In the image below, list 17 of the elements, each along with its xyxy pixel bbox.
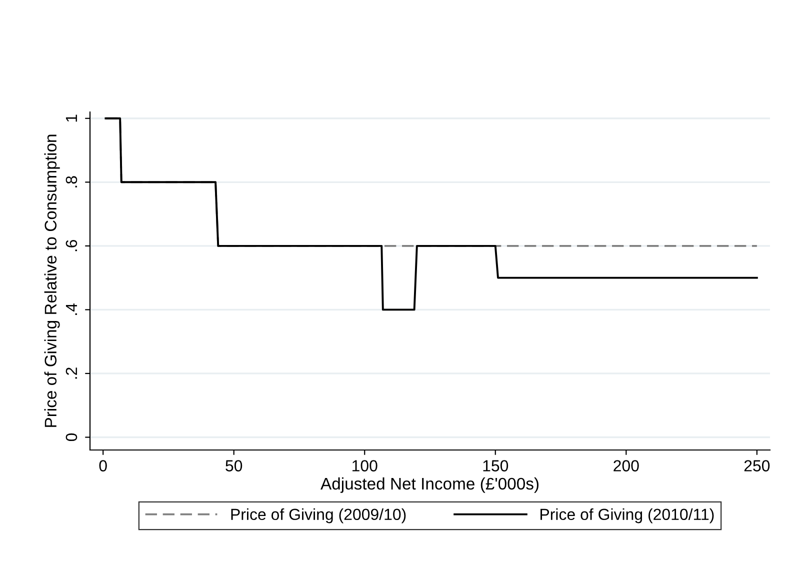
y-tick-label: .4 xyxy=(66,304,77,315)
y-tick-label: .2 xyxy=(66,368,77,379)
x-tick-label: 50 xyxy=(226,460,242,472)
x-axis-title: Adjusted Net Income (£'000s) xyxy=(320,477,538,493)
y-tick-label: .6 xyxy=(66,240,78,252)
y-tick-label: 0 xyxy=(66,433,78,442)
y-axis-title: Price of Giving Relative to Consumption xyxy=(44,134,60,427)
y-tick-label: 1 xyxy=(66,114,77,122)
x-tick-label: 0 xyxy=(99,460,107,472)
x-tick-label: 200 xyxy=(614,460,639,472)
legend-label: Price of Giving (2009/10) xyxy=(231,508,406,524)
x-tick-label: 100 xyxy=(352,460,378,472)
line-series xyxy=(104,117,758,311)
legend-label: Price of Giving (2010/11) xyxy=(540,508,714,524)
x-tick-label: 250 xyxy=(744,460,770,472)
y-tick-label: .8 xyxy=(66,176,78,188)
x-tick-label: 150 xyxy=(483,460,508,472)
